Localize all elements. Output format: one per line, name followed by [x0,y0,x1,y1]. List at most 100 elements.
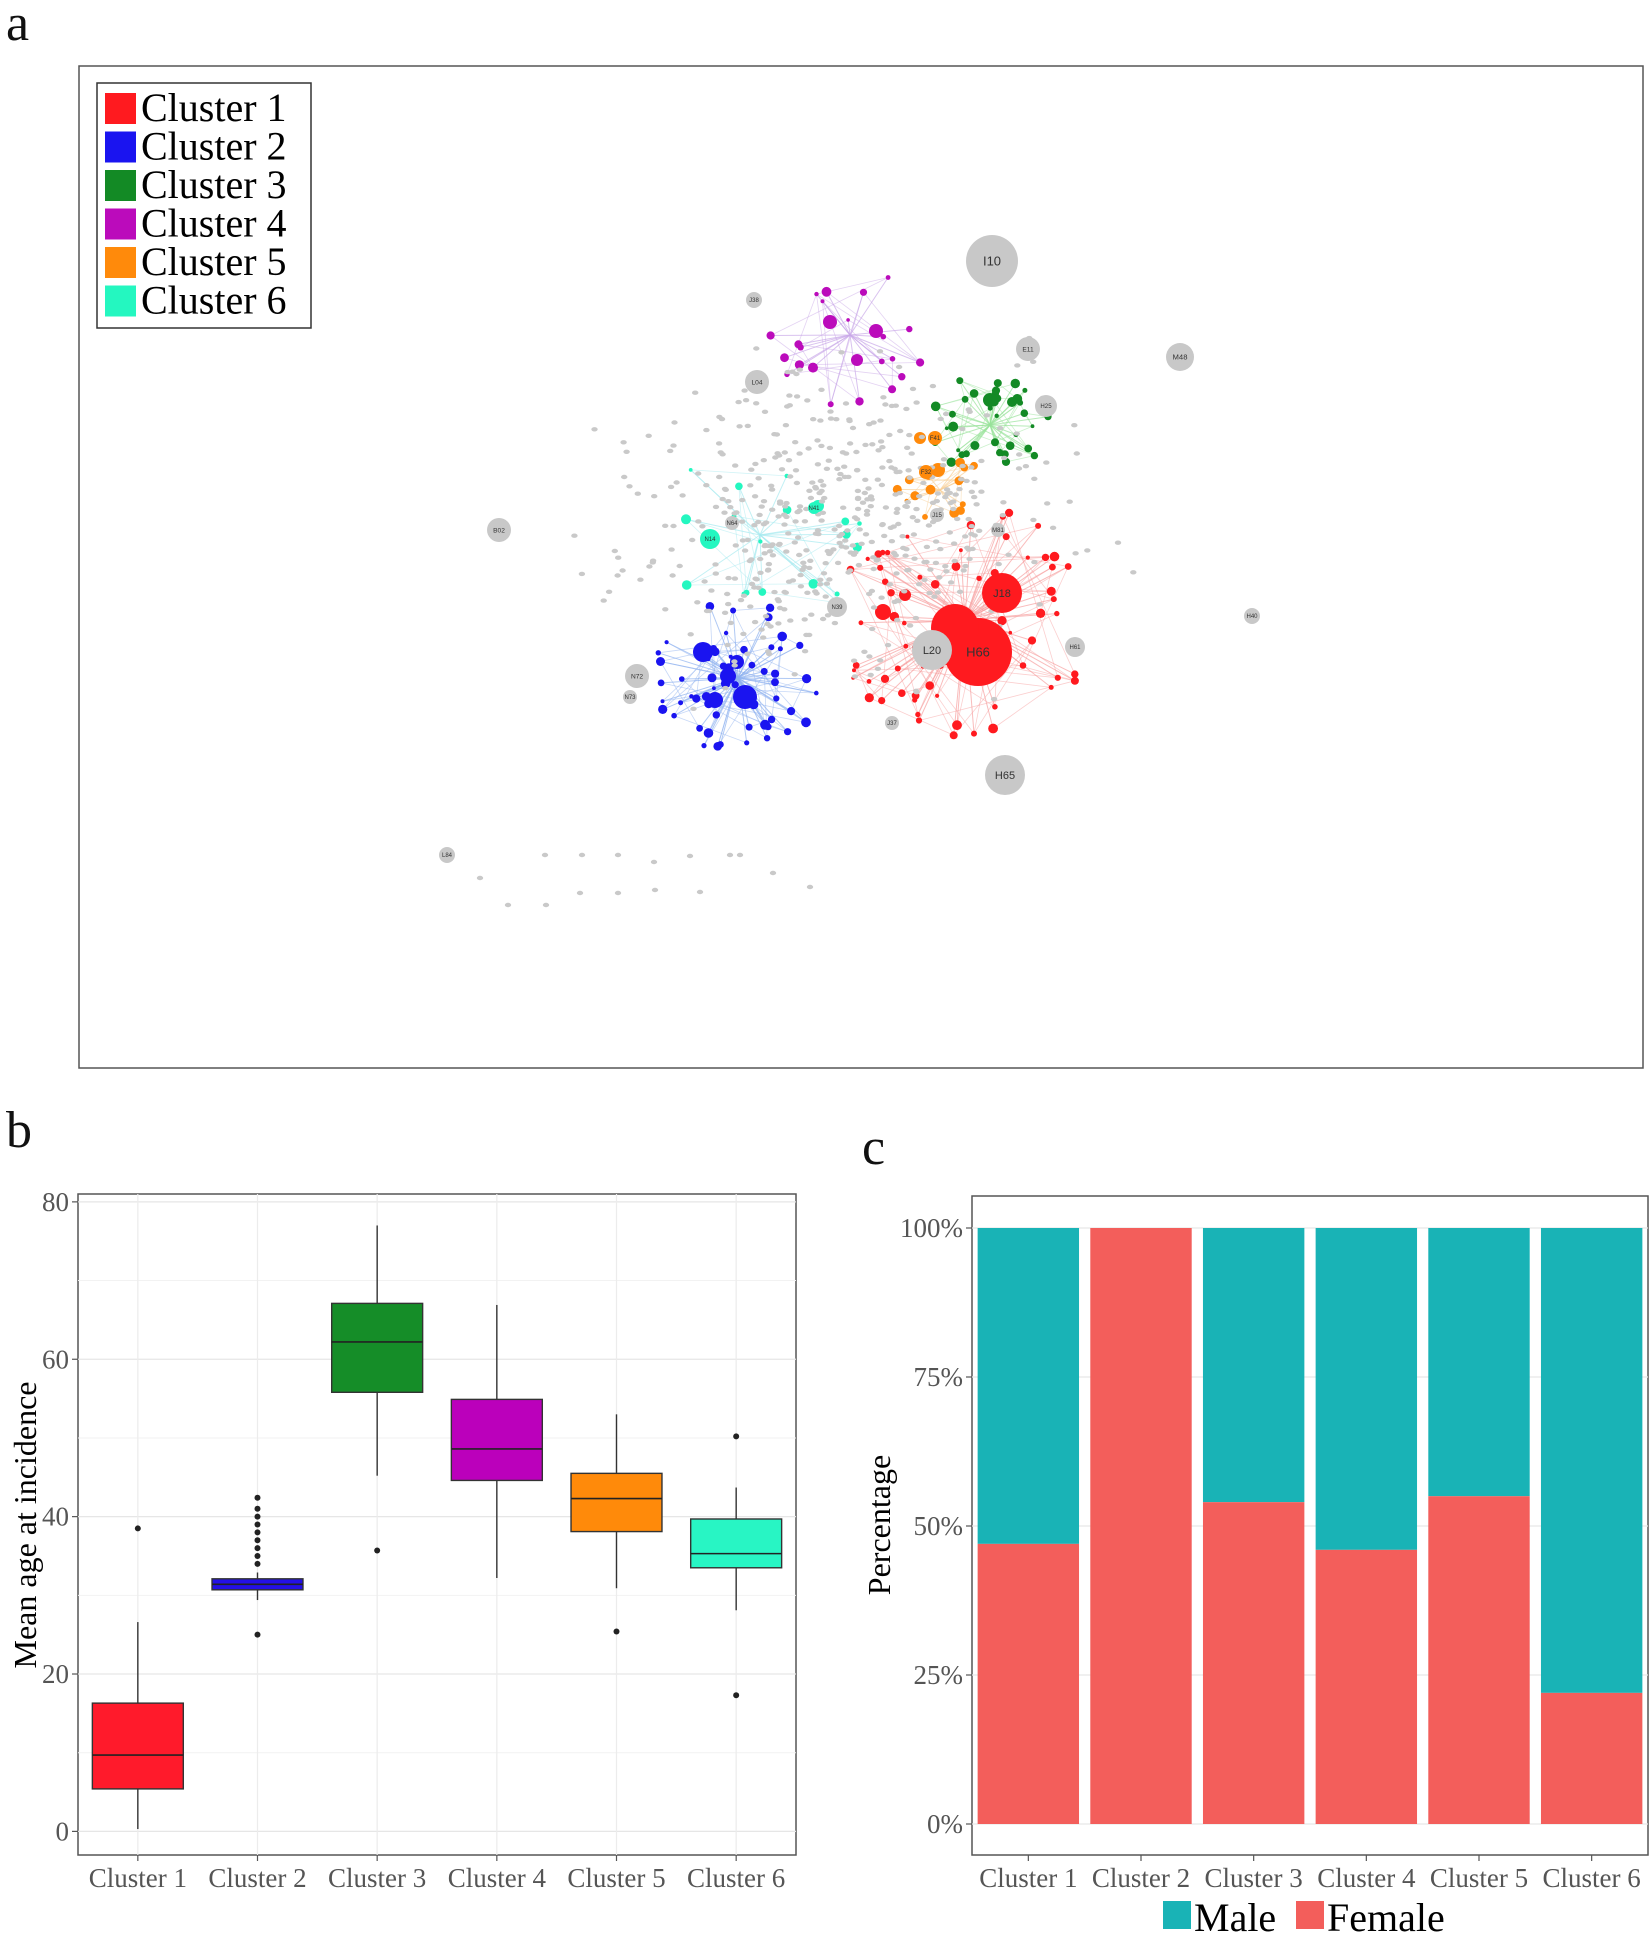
background-node [731,511,738,516]
background-node [904,568,911,573]
background-node [785,531,792,536]
background-node [854,467,861,473]
background-node [940,457,948,462]
cluster-node [763,735,771,742]
cluster-node [898,373,906,381]
bar-grid [972,1227,1648,1825]
background-node [869,626,876,632]
background-node [837,471,844,477]
background-node [796,451,803,456]
network-edge [786,293,817,375]
legend-swatch [105,170,136,201]
background-node [814,528,822,533]
background-node [789,369,796,374]
background-node [904,500,911,505]
bar-female [977,1543,1080,1824]
background-node [747,604,754,609]
cluster-node [693,642,713,662]
network-edge [798,334,851,345]
network-edge [853,669,916,697]
cluster-node [808,579,819,589]
background-node [878,482,886,488]
network-edge [989,416,1049,426]
background-node [865,486,872,491]
legend-swatch [1296,1901,1324,1929]
y-tick-label: 80 [42,1187,69,1217]
background-node [694,600,701,605]
y-tick-label: 0 [56,1816,70,1846]
network-edge [934,407,991,443]
background-node [794,535,802,540]
cluster-node [1027,636,1037,645]
cluster-node [976,575,982,581]
cluster-node [823,315,837,329]
background-node [842,451,850,456]
background-node [578,852,586,858]
network-edge [989,424,1033,427]
legend-swatch [105,208,136,240]
background-node [771,589,778,595]
background-node [936,575,943,580]
background-node [791,540,798,545]
background-node [760,499,768,504]
background-node [645,433,652,438]
cluster-node [894,665,901,672]
background-node [804,398,811,403]
background-node [744,423,751,429]
background-node [838,350,845,355]
background-node [960,568,967,573]
background-node [923,559,930,565]
node-label: H61 [1069,645,1081,651]
background-node [942,494,949,500]
background-node [877,658,884,663]
cluster-node [944,426,949,431]
network-edge [953,640,1033,736]
node-label: J15 [932,513,942,519]
background-node [727,505,734,510]
cluster-node [852,668,856,673]
background-node [1114,540,1122,545]
network-edge [849,277,889,336]
cluster-node [712,686,716,691]
cluster-node [991,438,999,447]
panel-letter-b: b [6,1102,32,1159]
background-node [893,571,900,576]
background-node [721,610,729,615]
cluster-node [910,491,920,501]
background-node [944,491,951,496]
background-node [650,859,658,865]
background-node [769,553,777,558]
background-node [803,548,810,553]
network-edge [784,334,851,359]
background-node [576,890,584,896]
cluster-node [712,711,720,719]
cluster-node [780,353,789,363]
node-label: N14 [704,537,716,543]
background-node [867,504,874,509]
network-edge [759,520,846,536]
outlier-point [254,1513,261,1520]
background-node [651,494,658,499]
outlier-point [254,1529,261,1536]
background-node [817,418,824,423]
network-edge [849,334,893,360]
node-label: J38 [749,298,759,304]
cluster-node [681,514,691,525]
cluster-node [846,318,850,322]
outlier-point [733,1692,740,1699]
background-node [920,480,927,486]
cluster-node [748,661,756,669]
cluster-node [852,662,860,669]
background-node [876,349,884,354]
background-node [578,571,586,577]
background-node [849,425,857,431]
cluster-node [882,578,889,585]
background-node [927,567,934,572]
background-node [1073,451,1081,456]
outlier-point [613,1628,620,1635]
network-edge [849,334,921,363]
background-node [849,543,857,548]
cluster-node [679,676,685,682]
network-edge [847,319,921,363]
background-node [620,440,627,445]
